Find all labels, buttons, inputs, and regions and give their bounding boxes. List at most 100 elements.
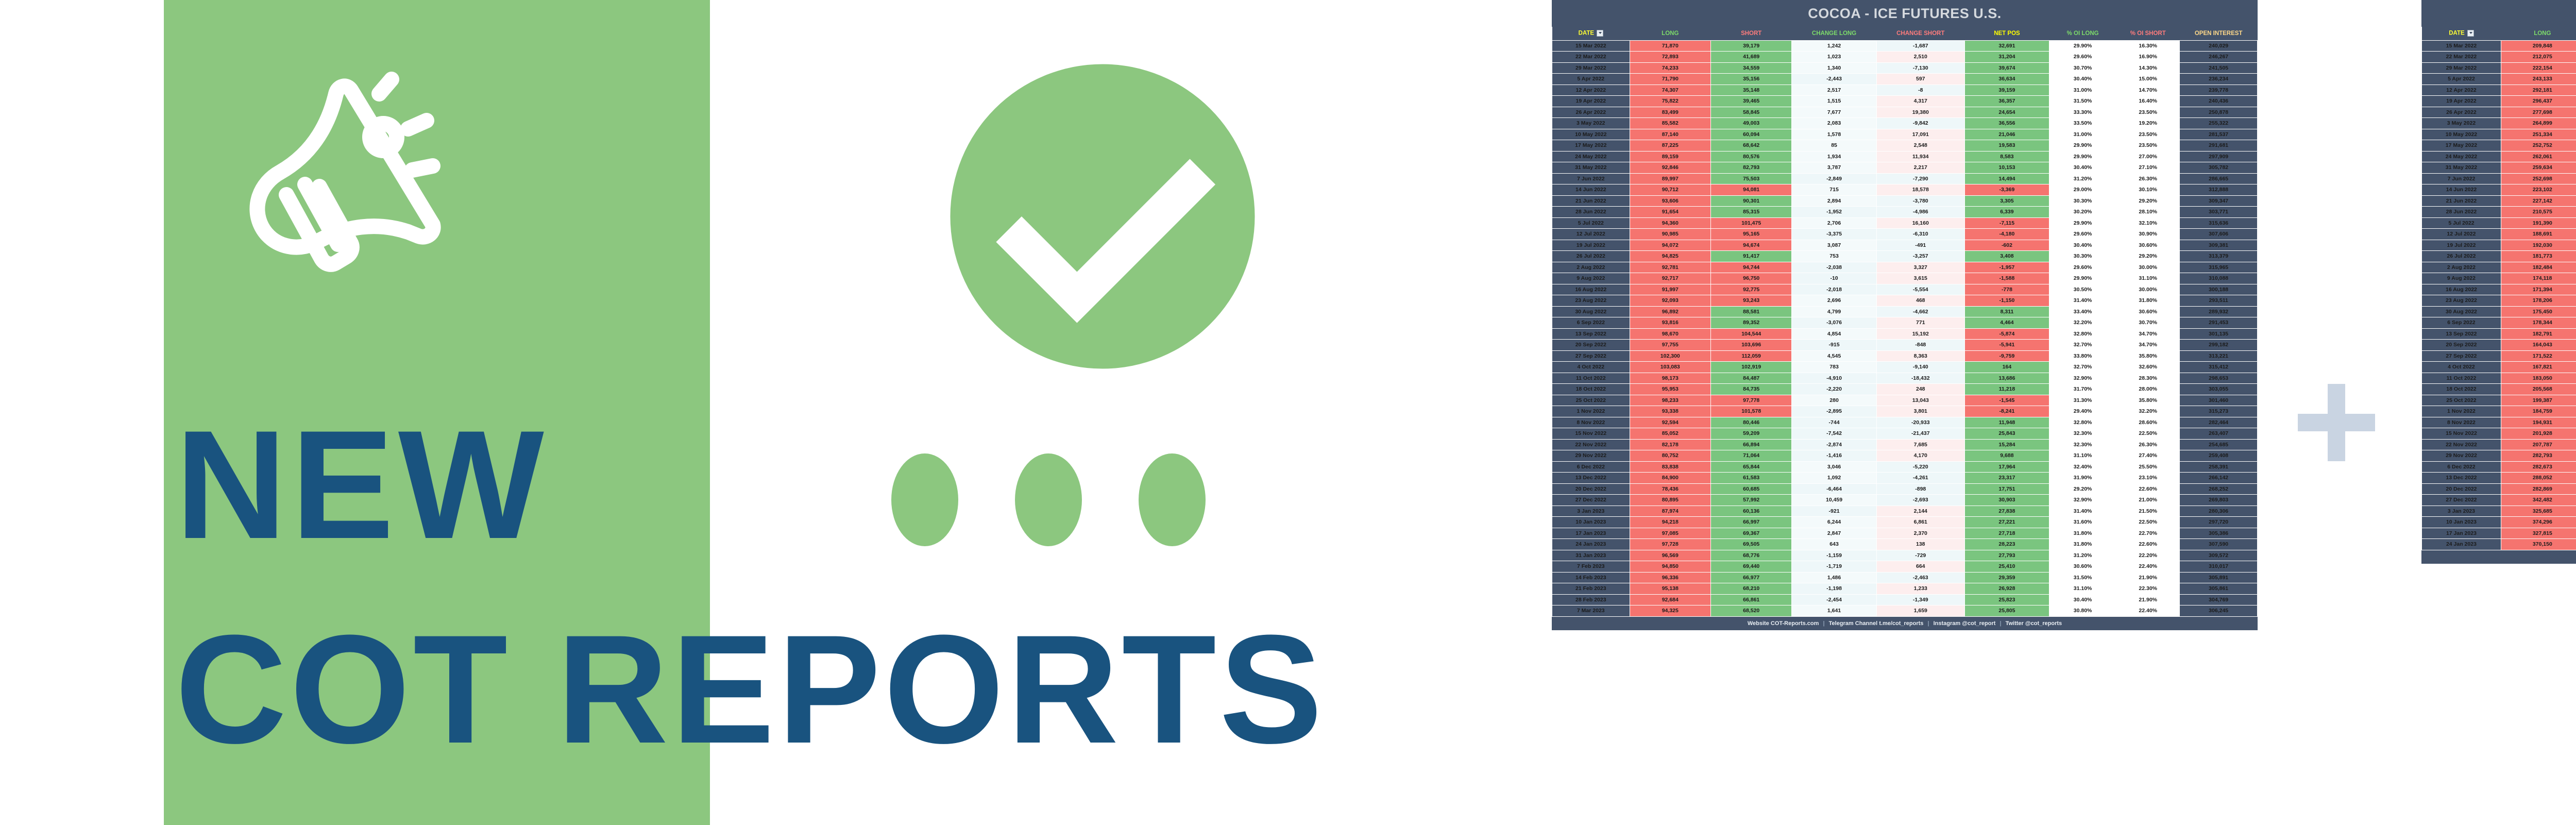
table-row: 18 Oct 2022205,56879,15622,518-2,779126,… (2421, 383, 2576, 395)
col-header-oi-long[interactable]: % OI LONG (2049, 27, 2116, 40)
cell-long: 98,670 (1629, 328, 1711, 340)
cell-change-long: -2,454 (1791, 594, 1877, 605)
cell-oi-long: 31.90% (2049, 472, 2117, 484)
filter-icon[interactable] (1597, 30, 1604, 37)
cell-oi-short: 19.20% (2116, 117, 2180, 129)
col-header-long[interactable]: LONG (1630, 27, 1711, 40)
cell-oi-long: 32.20% (2049, 317, 2117, 329)
table-row: 15 Mar 2022 71,870 39,179 1,242 -1,687 32,691… (1552, 40, 2258, 52)
cell-oi-short: 31.80% (2116, 295, 2180, 307)
cell-open-interest: 241,505 (2179, 62, 2258, 74)
cell-open-interest: 258,391 (2179, 461, 2258, 473)
cell-short: 60,685 (1710, 483, 1792, 495)
cell-change-long: -2,849 (1791, 173, 1877, 184)
cell-change-long: 1,242 (1791, 40, 1877, 52)
cell-long: 262,061 (2500, 150, 2576, 162)
cell-change-long: -3,076 (1791, 317, 1877, 329)
cell-change-short: -21,437 (1876, 428, 1965, 440)
table-row: 10 May 2022 87,140 60,094 1,578 17,091 21,046… (1552, 128, 2258, 140)
footer-website-value[interactable]: COT-Reports.com (1770, 620, 1819, 627)
cell-oi-short: 27.10% (2116, 162, 2180, 174)
table-row: 3 May 2022 85,582 49,003 2,083 -9,842 36,556 3… (1552, 117, 2258, 129)
table-row: 7 Mar 2023 94,325 68,520 1,641 1,659 25,805 30… (1552, 605, 2258, 617)
cell-long: 94,325 (1629, 605, 1711, 617)
dot-1 (891, 453, 958, 546)
col-header-change-long[interactable]: CHANGE LONG (1791, 27, 1877, 40)
cell-date: 30 Aug 2022 (2421, 306, 2501, 317)
cell-net-pos: -7,115 (1964, 217, 2050, 229)
table-row: 12 Apr 2022 74,307 35,148 2,517 -8 39,159 31.0… (1552, 84, 2258, 96)
table-row: 22 Nov 2022207,78799,25435,2683,500187,9… (2421, 439, 2576, 450)
col-header-long[interactable]: LONG (2501, 27, 2576, 40)
filter-icon[interactable] (2467, 30, 2474, 37)
col-header-date[interactable]: DATE (2421, 27, 2501, 40)
cell-long: 182,791 (2500, 328, 2576, 340)
table-row: 17 Jan 2023 97,085 69,367 2,847 2,370 27,718 3… (1552, 527, 2258, 539)
cell-oi-short: 22.60% (2116, 483, 2180, 495)
cell-change-short: -9,842 (1876, 117, 1965, 129)
cell-net-pos: -5,874 (1964, 328, 2050, 340)
cell-change-short: 664 (1876, 561, 1965, 573)
cell-oi-long: 32.70% (2049, 361, 2117, 373)
table-row: 6 Sep 2022178,344120,5732,8847,67457,771… (2421, 317, 2576, 329)
cell-date: 13 Sep 2022 (2421, 328, 2501, 340)
cell-long: 282,793 (2500, 450, 2576, 462)
cell-change-long: 85 (1791, 140, 1877, 151)
cell-short: 88,581 (1710, 306, 1792, 317)
cell-long: 252,698 (2500, 173, 2576, 184)
cell-change-long: 1,934 (1791, 150, 1877, 162)
table-row: 2 Aug 2022182,484148,04671130,37634,4382… (2421, 261, 2576, 273)
cell-open-interest: 304,769 (2179, 594, 2258, 605)
cell-short: 80,576 (1710, 150, 1792, 162)
cell-net-pos: -4,180 (1964, 228, 2050, 240)
cell-date: 22 Mar 2022 (1552, 51, 1630, 63)
cell-oi-short: 22.40% (2116, 605, 2180, 617)
cell-date: 28 Feb 2023 (1552, 594, 1630, 605)
table-row: 6 Dec 2022 83,838 65,844 3,046 -5,220 17,964 3… (1552, 461, 2258, 473)
cell-oi-long: 31.30% (2049, 394, 2117, 406)
col-header-oi-short[interactable]: % OI SHORT (2116, 27, 2180, 40)
cell-change-short: -491 (1876, 239, 1965, 251)
cell-change-short: -3,257 (1876, 250, 1965, 262)
cell-open-interest: 307,606 (2179, 228, 2258, 240)
cell-open-interest: 309,381 (2179, 239, 2258, 251)
cell-date: 17 May 2022 (2421, 140, 2501, 151)
cell-oi-long: 31.50% (2049, 95, 2117, 107)
col-header-short[interactable]: SHORT (1710, 27, 1792, 40)
footer-instagram-value[interactable]: @cot_report (1962, 620, 1996, 627)
cell-open-interest: 309,347 (2179, 195, 2258, 207)
col-header-net-pos[interactable]: NET POS (1964, 27, 2049, 40)
cell-change-long: -7,542 (1791, 428, 1877, 440)
cell-net-pos: 25,823 (1964, 594, 2050, 605)
cell-change-long: -2,895 (1791, 406, 1877, 417)
footer-telegram-value[interactable]: t.me/cot_reports (1879, 620, 1924, 627)
cell-long: 251,334 (2500, 128, 2576, 140)
footer-twitter-value[interactable]: @cot_reports (2025, 620, 2062, 627)
cell-long: 85,052 (1629, 428, 1711, 440)
cell-open-interest: 315,965 (2179, 261, 2258, 273)
cell-date: 14 Feb 2023 (1552, 571, 1630, 583)
col-header-change-short[interactable]: CHANGE SHORT (1876, 27, 1965, 40)
table-row: 26 Apr 2022 83,499 58,845 7,677 19,380 24,654… (1552, 106, 2258, 118)
col-header-open-interest[interactable]: OPEN INTEREST (2179, 27, 2258, 40)
cell-oi-short: 23.10% (2116, 472, 2180, 484)
cell-long: 370,150 (2500, 538, 2576, 550)
cell-long: 207,787 (2500, 439, 2576, 450)
cell-oi-long: 31.00% (2049, 84, 2117, 96)
cell-change-short: 1,659 (1876, 605, 1965, 617)
table-row: 8 Nov 2022 92,594 80,446 -744 -20,933 11,948 3… (1552, 416, 2258, 428)
col-header-date[interactable]: DATE (1552, 27, 1630, 40)
cell-date: 19 Apr 2022 (2421, 95, 2501, 107)
cell-long: 98,233 (1629, 394, 1711, 406)
cell-long: 90,712 (1629, 184, 1711, 196)
cell-net-pos: 3,305 (1964, 195, 2050, 207)
cell-net-pos: 164 (1964, 361, 2050, 373)
cell-oi-long: 30.60% (2049, 561, 2117, 573)
cell-oi-long: 29.00% (2049, 184, 2117, 196)
cell-net-pos: 36,556 (1964, 117, 2050, 129)
cell-long: 210,575 (2500, 206, 2576, 218)
cell-date: 8 Nov 2022 (1552, 416, 1630, 428)
cell-short: 71,064 (1710, 450, 1792, 462)
table-row: 14 Jun 2022223,10262,619-19,5865,334170,… (2421, 184, 2576, 196)
cell-net-pos: 17,964 (1964, 461, 2050, 473)
